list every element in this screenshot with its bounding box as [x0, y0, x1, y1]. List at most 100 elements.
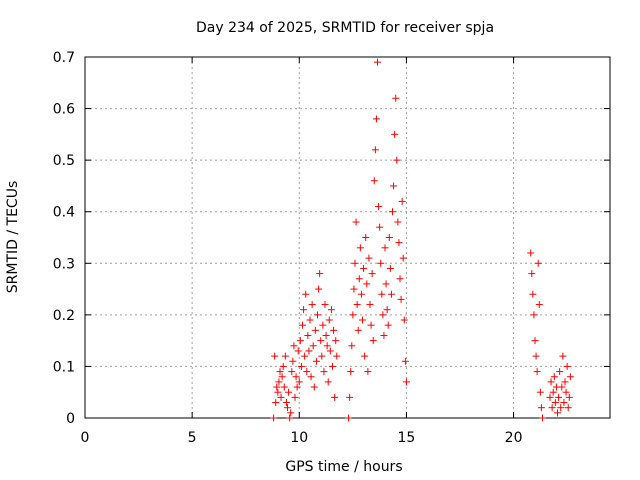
data-point: [369, 337, 377, 345]
data-point: [392, 94, 400, 102]
data-point: [558, 383, 566, 391]
data-point: [365, 254, 373, 262]
data-point: [311, 326, 319, 334]
data-point: [536, 388, 544, 396]
data-point: [556, 368, 564, 376]
data-point: [532, 352, 540, 360]
data-point: [398, 197, 406, 205]
data-point: [316, 270, 324, 278]
data-point: [284, 404, 291, 412]
data-point: [327, 306, 335, 314]
data-point: [383, 306, 391, 314]
data-point: [548, 404, 556, 412]
data-point: [332, 337, 340, 345]
data-point: [323, 342, 331, 350]
data-point: [382, 280, 390, 288]
data-point: [349, 311, 357, 319]
data-point: [280, 383, 288, 391]
x-tick-label: 15: [398, 430, 416, 446]
data-point: [321, 301, 329, 309]
data-point: [274, 388, 282, 396]
data-point: [546, 393, 554, 401]
data-point: [352, 218, 360, 226]
data-point: [366, 301, 374, 309]
data-point: [292, 373, 300, 381]
data-point: [385, 234, 393, 241]
scatter-series: [270, 58, 574, 422]
data-point: [290, 342, 298, 350]
data-point: [294, 347, 302, 355]
data-point: [333, 352, 341, 360]
x-tick-label: 5: [188, 430, 197, 446]
data-point: [278, 373, 286, 381]
data-point: [565, 393, 573, 401]
data-point: [270, 414, 278, 422]
data-point: [395, 239, 403, 247]
data-point: [389, 208, 396, 216]
data-point: [277, 393, 285, 401]
data-point: [529, 290, 537, 298]
data-point: [362, 234, 370, 241]
data-point: [376, 223, 384, 231]
chart-title: Day 234 of 2025, SRMTID for receiver spj…: [196, 20, 494, 36]
data-point: [317, 337, 325, 345]
data-point: [557, 404, 565, 412]
data-point: [528, 270, 536, 278]
data-point: [347, 368, 355, 376]
data-point: [293, 383, 301, 391]
data-point: [329, 362, 336, 370]
axis-ticks: 0 0.1 0.2 0.3 0.4 0.5 0.6 0.7 0 5 10 15 20: [53, 50, 610, 446]
data-point: [314, 311, 321, 319]
y-tick-label: 0.2: [53, 308, 75, 324]
data-point: [355, 275, 363, 283]
y-tick-label: 0.1: [53, 359, 75, 375]
data-point: [346, 393, 354, 401]
data-point: [530, 311, 538, 319]
data-point: [357, 290, 365, 298]
data-point: [550, 373, 558, 381]
data-point: [345, 414, 353, 422]
data-point: [279, 362, 287, 370]
data-point: [286, 414, 294, 422]
data-point: [390, 182, 398, 190]
data-point: [391, 130, 399, 138]
grid: [85, 57, 610, 418]
data-point: [368, 270, 376, 278]
x-tick-label: 20: [505, 430, 523, 446]
data-point: [356, 244, 364, 252]
data-point: [375, 203, 383, 211]
y-tick-label: 0.7: [53, 50, 75, 66]
data-point: [384, 321, 392, 329]
data-point: [272, 399, 280, 407]
data-point: [378, 290, 386, 298]
data-point: [289, 357, 297, 365]
data-point: [307, 373, 315, 381]
data-point: [559, 352, 567, 360]
y-tick-label: 0.5: [53, 153, 75, 169]
data-point: [297, 362, 305, 370]
data-point: [533, 368, 541, 376]
data-point: [288, 368, 296, 376]
data-point: [331, 393, 339, 401]
data-point: [281, 352, 289, 360]
data-point: [402, 378, 410, 386]
data-point: [367, 321, 375, 329]
data-point: [306, 316, 314, 324]
data-point: [295, 378, 303, 386]
data-point: [563, 362, 571, 370]
plot-frame: [84, 56, 611, 419]
data-point: [282, 399, 290, 407]
data-point: [564, 404, 572, 412]
data-point: [275, 378, 283, 386]
data-point: [330, 326, 338, 334]
data-point: [381, 244, 389, 252]
data-point: [320, 368, 328, 376]
data-point: [361, 352, 369, 360]
y-tick-label: 0: [66, 411, 75, 427]
data-point: [309, 342, 317, 350]
data-point: [325, 316, 333, 324]
data-point: [400, 316, 408, 324]
y-tick-label: 0.6: [53, 102, 75, 118]
data-point: [380, 331, 388, 339]
